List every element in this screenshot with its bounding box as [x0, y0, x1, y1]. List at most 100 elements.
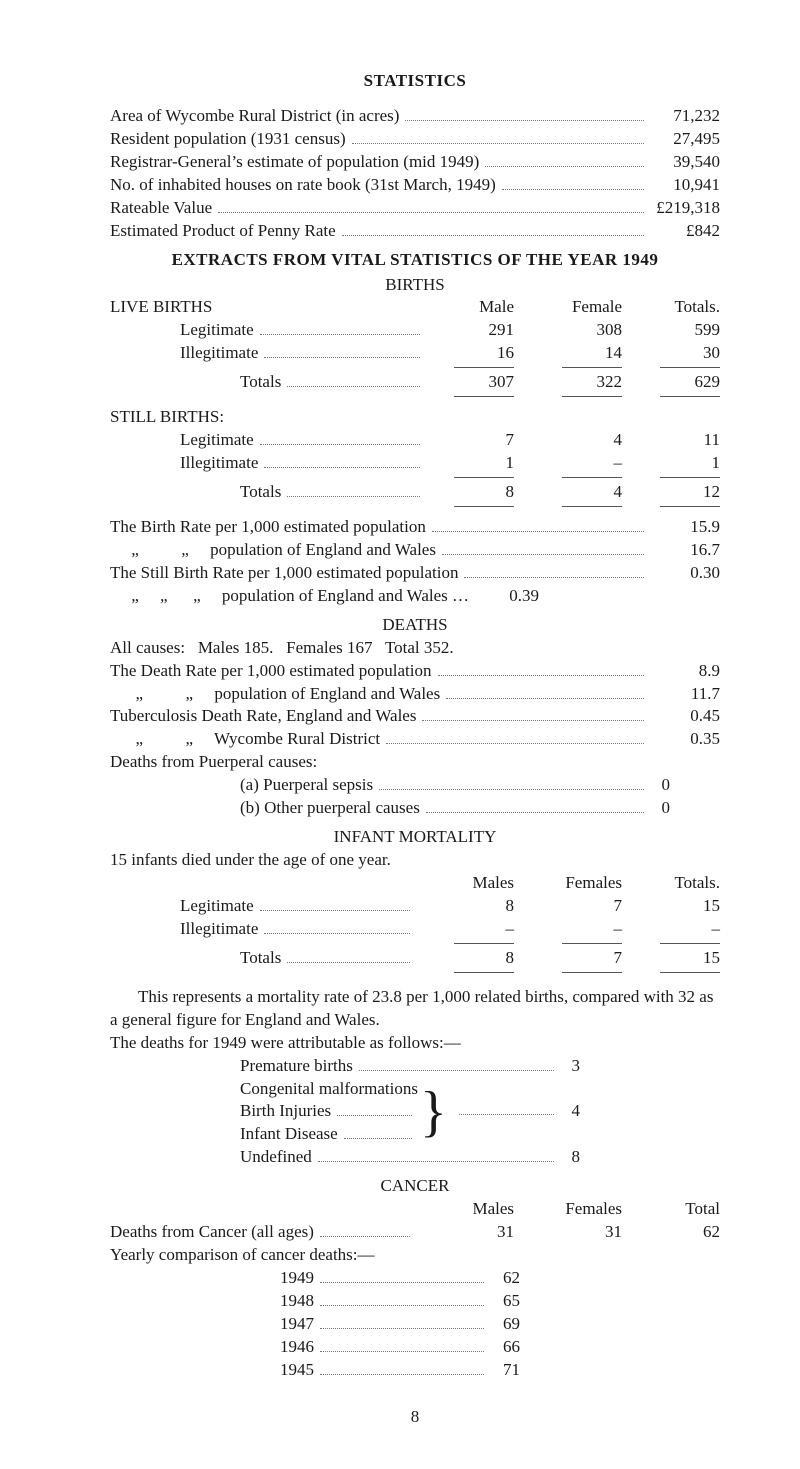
- cell: 30: [630, 342, 720, 365]
- table-row: Illegitimate 1 – 1: [110, 452, 720, 475]
- row-label: Legitimate: [180, 895, 254, 918]
- table-row: Illegitimate – – –: [110, 918, 720, 941]
- puerperal-a-label: (a) Puerperal sepsis: [240, 774, 373, 797]
- leader-dots: [218, 203, 644, 213]
- attrib-label: Congenital malformations: [240, 1078, 418, 1101]
- row-label: Legitimate: [180, 319, 254, 342]
- cell: 12: [630, 481, 720, 504]
- cell: 1: [434, 452, 514, 475]
- cell: 8: [434, 481, 514, 504]
- birth-rates: The Birth Rate per 1,000 estimated popul…: [110, 516, 720, 608]
- rate-label: „ „ „ population of England and Wales …: [110, 585, 469, 608]
- leader-dots: [320, 1296, 484, 1306]
- cell: 62: [630, 1221, 720, 1244]
- rate-value: 0.39: [469, 585, 539, 608]
- leader-dots: [464, 568, 644, 578]
- puerperal-b-value: 0: [650, 797, 670, 820]
- year-label: 1945: [280, 1359, 314, 1382]
- cell: 11: [630, 429, 720, 452]
- leader-dots: [320, 1319, 484, 1329]
- rate-label: The Still Birth Rate per 1,000 estimated…: [110, 562, 458, 585]
- row-label: Illegitimate: [180, 452, 258, 475]
- table-row: Totals 8 7 15: [110, 947, 720, 970]
- year-value: 69: [490, 1313, 520, 1336]
- cell: 629: [630, 371, 720, 394]
- extracts-heading: EXTRACTS FROM VITAL STATISTICS OF THE YE…: [110, 249, 720, 272]
- live-births-header: LIVE BIRTHS Male Female Totals.: [110, 296, 720, 319]
- year-label: 1946: [280, 1336, 314, 1359]
- cell: 291: [434, 319, 514, 342]
- cell: 7: [522, 947, 622, 970]
- fact-label: Registrar-General’s estimate of populati…: [110, 151, 479, 174]
- leader-dots: [459, 1106, 554, 1116]
- table-row: Deaths from Cancer (all ages) 31 31 62: [110, 1221, 720, 1244]
- leader-dots: [442, 545, 644, 555]
- infant-heading: INFANT MORTALITY: [110, 826, 720, 849]
- leader-dots: [344, 1130, 412, 1140]
- cell: 31: [522, 1221, 622, 1244]
- fact-value: £842: [650, 220, 720, 243]
- cancer-header: Males Females Total: [110, 1198, 720, 1221]
- attrib-value: 8: [560, 1146, 580, 1169]
- attrib-label: Infant Disease: [240, 1123, 338, 1146]
- rate-value: 15.9: [650, 516, 720, 539]
- leader-dots: [320, 1365, 484, 1375]
- table-row: Totals 8 4 12: [110, 481, 720, 504]
- attrib-label: Birth Injuries: [240, 1100, 331, 1123]
- leader-dots: [386, 735, 644, 745]
- leader-dots: [260, 326, 420, 336]
- leader-dots: [485, 157, 644, 167]
- cell: 599: [630, 319, 720, 342]
- yearly-label: Yearly comparison of cancer deaths:—: [110, 1244, 720, 1267]
- cell: 4: [522, 429, 622, 452]
- year-value: 62: [490, 1267, 520, 1290]
- leader-dots: [287, 378, 420, 388]
- leader-dots: [342, 226, 644, 236]
- table-row: Legitimate 8 7 15: [110, 895, 720, 918]
- puerperal-b-label: (b) Other puerperal causes: [240, 797, 420, 820]
- cancer-heading: CANCER: [110, 1175, 720, 1198]
- puerperal-a-value: 0: [650, 774, 670, 797]
- rate-value: 0.45: [650, 705, 720, 728]
- births-heading: BIRTHS: [110, 274, 720, 297]
- leader-dots: [264, 924, 410, 934]
- fact-label: Area of Wycombe Rural District (in acres…: [110, 105, 399, 128]
- cell: 7: [522, 895, 622, 918]
- cell: 15: [630, 947, 720, 970]
- leader-dots: [438, 666, 645, 676]
- rule-row: [110, 394, 720, 400]
- cell: 322: [522, 371, 622, 394]
- still-births-label: STILL BIRTHS:: [110, 406, 720, 429]
- cell: 8: [424, 947, 514, 970]
- puerperal-row: (b) Other puerperal causes 0: [110, 797, 670, 820]
- row-label: Illegitimate: [180, 918, 258, 941]
- leader-dots: [260, 436, 420, 446]
- leader-dots: [502, 180, 644, 190]
- year-value: 65: [490, 1290, 520, 1313]
- leader-dots: [379, 781, 644, 791]
- table-row: Legitimate 291 308 599: [110, 319, 720, 342]
- leader-dots: [260, 901, 410, 911]
- cell: 1: [630, 452, 720, 475]
- rate-label: The Death Rate per 1,000 estimated popul…: [110, 660, 432, 683]
- col-males: Males: [424, 872, 514, 895]
- fact-label: Estimated Product of Penny Rate: [110, 220, 336, 243]
- col-female: Female: [522, 296, 622, 319]
- year-label: 1948: [280, 1290, 314, 1313]
- year-label: 1947: [280, 1313, 314, 1336]
- rate-label: „ „ Wycombe Rural District: [110, 728, 380, 751]
- leader-dots: [320, 1274, 484, 1284]
- page-title: STATISTICS: [110, 70, 720, 93]
- cell: 16: [434, 342, 514, 365]
- cell: 307: [434, 371, 514, 394]
- leader-dots: [432, 522, 644, 532]
- cell: 31: [424, 1221, 514, 1244]
- row-label: Illegitimate: [180, 342, 258, 365]
- leader-dots: [264, 459, 420, 469]
- cell: 4: [522, 481, 622, 504]
- rate-value: 16.7: [650, 539, 720, 562]
- cell: 7: [434, 429, 514, 452]
- cell: –: [424, 918, 514, 941]
- leader-dots: [320, 1228, 410, 1238]
- rate-value: 0.35: [650, 728, 720, 751]
